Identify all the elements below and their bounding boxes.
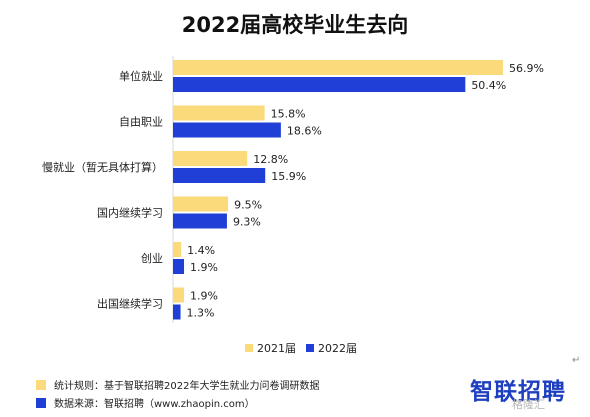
bar-2022 [173,213,227,229]
watermark: 格隆汇 [512,398,545,411]
data-label: 15.9% [271,170,306,183]
bar-2021 [173,105,265,121]
footer-rule-swatch [36,379,46,390]
data-label: 1.3% [187,307,215,320]
bar-2021 [173,196,229,212]
category-label: 慢就业（暂无具体打算） [42,160,163,174]
footer-source-text: 数据来源：智联招聘（www.zhaopin.com） [54,399,255,410]
legend-label-2021: 2021届 [257,342,296,355]
data-label: 50.4% [471,79,506,92]
data-label: 15.8% [271,108,306,121]
data-label: 1.9% [190,261,218,274]
data-label: 9.3% [233,216,261,229]
bar-2021 [173,151,248,166]
data-label: 9.5% [234,199,262,212]
category-label: 创业 [141,252,163,265]
footer-rule-row: 统计规则：基于智联招聘2022年大学生就业力问卷调研数据 [36,377,319,392]
data-label: 56.9% [509,62,544,75]
chart-title: 2022届高校毕业生去向 [181,13,409,37]
category-label: 出国继续学习 [97,297,163,311]
chart-legend: 2021届 2022届 [245,340,367,356]
bar-2021 [173,287,185,303]
category-label: 自由职业 [119,115,163,129]
data-label: 18.6% [287,125,322,138]
legend-label-2022: 2022届 [318,342,357,355]
data-label: 12.8% [253,153,288,166]
footer-source-swatch [36,397,46,408]
legend-swatch-2022 [306,344,314,352]
footer-rule-text: 统计规则：基于智联招聘2022年大学生就业力问卷调研数据 [54,381,320,392]
category-label: 国内继续学习 [97,206,163,220]
return-mark: ↵ [572,355,581,366]
data-label: 1.4% [187,244,215,257]
bar-2022 [173,168,266,183]
bar-2022 [173,304,181,320]
legend-swatch-2021 [245,344,253,352]
bar-2022 [173,259,185,274]
footer-source-row: 数据来源：智联招聘（www.zhaopin.com） [36,395,255,410]
bar-chart: 单位就业 56.9%50.4% 自由职业 15.8% 18.6% 慢就业（暂无具体打算） 1… [42,56,544,323]
bar-2022 [173,122,281,138]
category-label: 单位就业 [119,69,163,83]
legend-item-2021: 2021届 [245,340,296,356]
data-label: 1.9% [190,290,218,303]
zhaopin-logo: 智联招聘 [470,379,566,405]
bar-2022 [173,77,466,92]
legend-item-2022: 2022届 [306,340,357,356]
bar-2021 [173,60,504,75]
bar-2021 [173,242,182,257]
